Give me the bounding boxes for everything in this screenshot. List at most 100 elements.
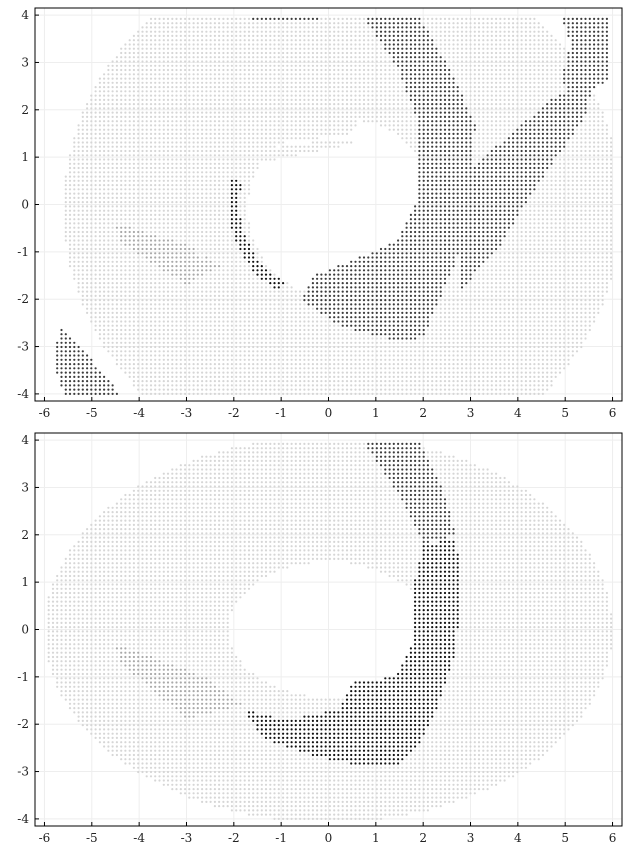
scatter-point xyxy=(98,205,101,208)
scatter-point xyxy=(269,115,272,118)
scatter-point xyxy=(213,226,216,229)
scatter-point xyxy=(286,115,289,118)
scatter-point xyxy=(286,149,289,153)
scatter-point xyxy=(218,303,221,306)
scatter-point xyxy=(235,175,238,178)
scatter-point xyxy=(226,367,229,370)
scatter-point xyxy=(230,371,233,374)
scatter-point xyxy=(162,47,165,50)
scatter-point xyxy=(316,324,319,327)
scatter-point xyxy=(175,103,178,106)
scatter-point xyxy=(333,120,336,123)
scatter-point xyxy=(264,371,268,374)
scatter-point xyxy=(320,286,323,289)
scatter-point xyxy=(345,120,349,123)
scatter-point xyxy=(218,333,221,336)
scatter-point xyxy=(213,316,216,319)
scatter-point xyxy=(188,47,191,50)
scatter-point xyxy=(235,358,238,361)
scatter-point xyxy=(294,358,297,361)
scatter-point xyxy=(218,171,221,174)
scatter-point xyxy=(166,213,170,216)
scatter-point xyxy=(184,154,187,157)
scatter-point xyxy=(132,290,135,293)
scatter-point xyxy=(179,277,182,280)
scatter-point xyxy=(218,269,221,272)
scatter-point xyxy=(333,30,336,33)
scatter-point xyxy=(264,286,268,289)
scatter-point xyxy=(166,265,170,268)
scatter-point xyxy=(230,26,233,29)
scatter-point xyxy=(86,277,89,280)
scatter-point xyxy=(311,303,314,306)
scatter-point xyxy=(132,213,135,216)
scatter-point xyxy=(247,392,251,395)
scatter-point xyxy=(256,354,259,357)
scatter-point xyxy=(166,196,170,199)
scatter-point xyxy=(235,333,238,336)
scatter-point xyxy=(124,209,127,212)
scatter-point xyxy=(149,56,153,59)
scatter-point xyxy=(107,94,110,97)
scatter-point xyxy=(132,154,135,157)
scatter-point xyxy=(350,86,353,89)
scatter-point xyxy=(226,333,229,336)
scatter-point xyxy=(86,371,89,374)
scatter-point xyxy=(192,154,195,157)
scatter-point xyxy=(320,345,323,349)
scatter-point xyxy=(230,286,233,289)
scatter-point xyxy=(201,98,204,101)
scatter-point xyxy=(277,277,280,280)
scatter-point xyxy=(350,26,353,29)
scatter-point xyxy=(162,103,165,106)
scatter-point xyxy=(230,154,233,157)
scatter-point xyxy=(188,239,191,242)
scatter-point xyxy=(324,345,327,349)
scatter-point xyxy=(107,188,110,191)
scatter-point xyxy=(218,213,221,216)
scatter-point xyxy=(145,162,148,165)
scatter-point xyxy=(243,286,246,289)
scatter-point xyxy=(149,350,153,353)
scatter-point xyxy=(128,98,131,101)
scatter-point xyxy=(252,34,255,38)
scatter-point xyxy=(299,60,302,63)
scatter-point xyxy=(328,77,331,80)
scatter-point xyxy=(141,299,144,302)
scatter-point xyxy=(260,371,263,374)
scatter-point xyxy=(328,30,331,33)
scatter-point xyxy=(124,345,127,349)
scatter-point xyxy=(188,303,191,306)
scatter-point xyxy=(290,77,293,80)
scatter-point xyxy=(286,103,289,106)
scatter-point xyxy=(328,350,331,353)
scatter-point xyxy=(273,111,276,114)
scatter-point xyxy=(290,328,293,332)
scatter-point xyxy=(184,188,187,191)
scatter-point xyxy=(333,51,336,55)
scatter-point xyxy=(171,371,174,374)
scatter-point xyxy=(328,111,331,114)
scatter-point xyxy=(264,81,268,84)
scatter-point xyxy=(243,299,246,302)
scatter-point xyxy=(316,311,319,314)
scatter-point xyxy=(132,179,135,182)
scatter-point xyxy=(120,132,123,135)
scatter-point xyxy=(141,316,144,319)
scatter-point xyxy=(239,337,242,340)
scatter-point xyxy=(158,256,161,259)
scatter-point xyxy=(171,158,174,161)
scatter-point xyxy=(311,380,314,383)
scatter-point xyxy=(337,39,340,42)
scatter-point xyxy=(115,73,118,76)
scatter-point xyxy=(196,265,199,268)
scatter-point xyxy=(226,303,229,306)
scatter-point xyxy=(162,149,165,153)
scatter-point xyxy=(226,307,229,310)
scatter-point xyxy=(120,124,123,127)
scatter-point xyxy=(107,328,110,332)
scatter-point xyxy=(124,196,127,199)
scatter-point xyxy=(154,188,157,191)
scatter-point xyxy=(90,384,93,387)
scatter-point xyxy=(166,30,170,33)
